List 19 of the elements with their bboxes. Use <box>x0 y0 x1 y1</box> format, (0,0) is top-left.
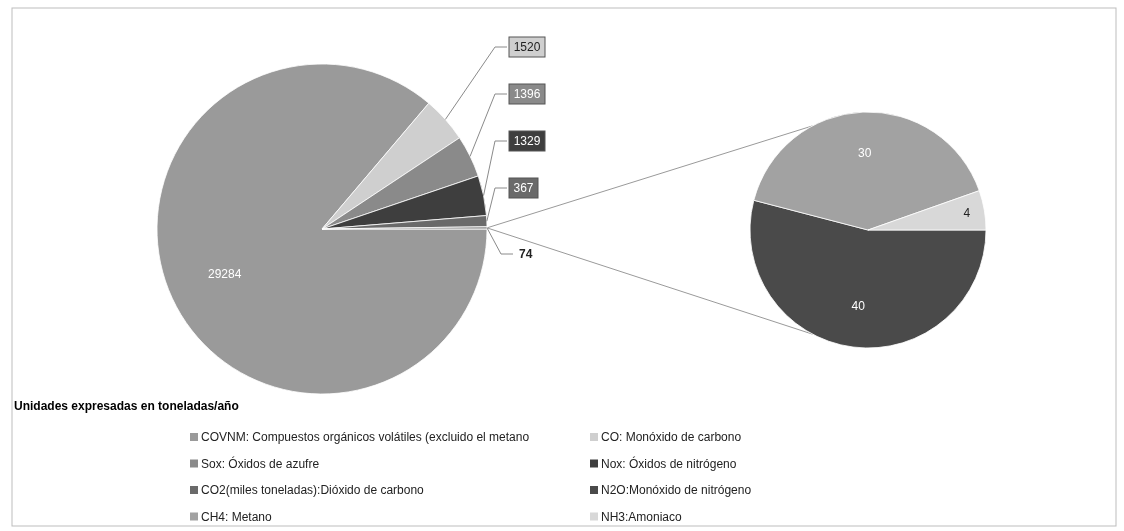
data-label: 74 <box>519 247 533 261</box>
legend-label: CH4: Metano <box>201 509 273 524</box>
data-label: 4 <box>963 206 971 221</box>
legend-label: NH3:Amoniaco <box>601 509 683 524</box>
legend-label: COVNM: Compuestos orgánicos volátiles (excluido el metano <box>201 430 530 444</box>
data-label: 40 <box>851 299 866 314</box>
legend-label: CO2(miles toneladas):Dióxido de carbono <box>201 483 425 497</box>
text: Unidades expresadas en toneladas/año <box>14 399 239 413</box>
data-label: 29284 <box>207 267 242 282</box>
legend-label: Sox: Óxidos de azufre <box>201 455 320 471</box>
data-label: 1396 <box>513 87 541 101</box>
legend-label: N2O:Monóxido de nitrógeno <box>601 483 752 497</box>
data-label: 1520 <box>513 40 541 54</box>
data-label: 30 <box>858 146 872 161</box>
data-label: 1329 <box>513 134 541 148</box>
legend-label: Nox: Óxidos de nitrógeno <box>601 455 737 471</box>
pie-slice <box>156 63 488 395</box>
legend-label: CO: Monóxido de carbono <box>601 430 742 444</box>
data-label: 367 <box>513 181 534 195</box>
